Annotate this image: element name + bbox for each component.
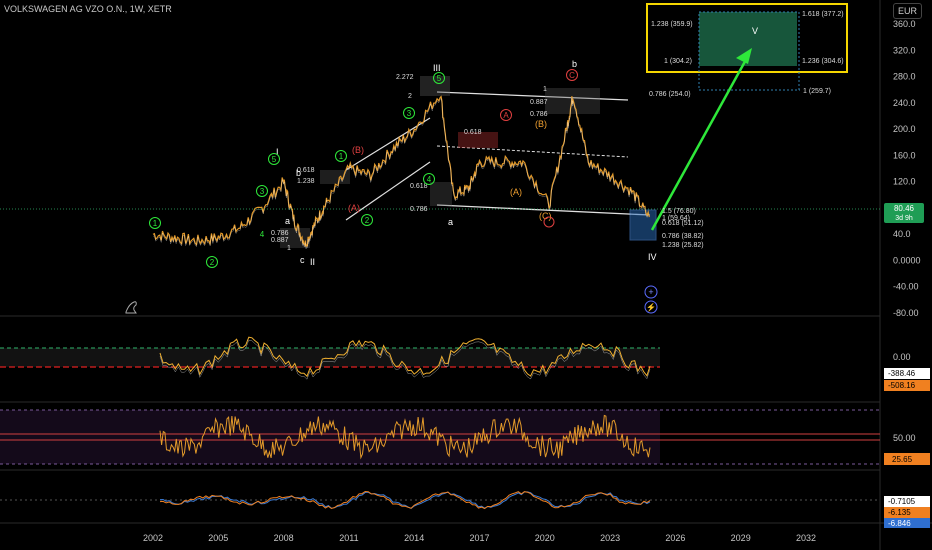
wave-label-g5: 5 — [272, 155, 277, 164]
fib-label-6: 1 (259.7) — [803, 88, 831, 95]
wave-label-v-target: V — [752, 26, 758, 36]
wave-label-ob: (B) — [535, 119, 547, 129]
svg-text:⚡: ⚡ — [646, 302, 656, 312]
wave-label-g2: 2 — [210, 258, 215, 267]
osc-zero: 0.00 — [893, 352, 911, 362]
x-tick-label: 2008 — [274, 533, 294, 543]
wave-label-i: I — [276, 147, 279, 157]
y-tick-label: -40.00 — [893, 282, 919, 292]
y-tick-label: -80.00 — [893, 308, 919, 318]
x-tick-label: 2032 — [796, 533, 816, 543]
y-tick-label: 160.0 — [893, 150, 916, 160]
wave-label-h5: 5 — [437, 74, 442, 83]
fib-label-23: 0.786 (38.82) — [662, 233, 704, 240]
fib-label-10: 0.887 — [530, 99, 548, 106]
x-tick-label: 2023 — [600, 533, 620, 543]
wave-label-h2: 2 — [365, 216, 370, 225]
fib-label-20: 1.5 (76.80) — [662, 208, 696, 215]
fib-label-2: 1 (304.2) — [664, 58, 692, 65]
macd-val-1: -0.7105 — [888, 497, 916, 506]
last-price: 80.46 — [894, 204, 915, 213]
wave-label-b2: b — [572, 59, 577, 69]
fib-label-21: 1 (59.64) — [662, 215, 690, 222]
wave-label-h4: 4 — [427, 175, 432, 184]
fib-label-19: 1 — [287, 245, 291, 252]
fib-label-11: 0.786 — [530, 111, 548, 118]
wave-label-b1: b — [296, 168, 301, 178]
fib-label-13: 1.238 — [297, 178, 315, 185]
fib-label-4: 1.236 (304.6) — [802, 58, 844, 65]
y-tick-label: 360.0 — [893, 19, 916, 29]
x-tick-label: 2026 — [665, 533, 685, 543]
wave-label-oa: (A) — [510, 187, 522, 197]
wave-label-g3: 3 — [260, 187, 265, 196]
fib-label-3: 1.618 (377.2) — [802, 11, 844, 18]
fib-label-7: 2.272 — [396, 74, 414, 81]
countdown: 3d 9h — [895, 215, 913, 222]
fib-label-16: 0.618 — [410, 183, 428, 190]
x-tick-label: 2020 — [535, 533, 555, 543]
x-tick-label: 2029 — [731, 533, 751, 543]
y-tick-label: 280.0 — [893, 72, 916, 82]
y-tick-label: 320.0 — [893, 45, 916, 55]
fib-label-17: 0.786 — [271, 230, 289, 237]
x-tick-label: 2005 — [208, 533, 228, 543]
wave-label-h1: 1 — [339, 152, 344, 161]
y-tick-label: 240.0 — [893, 98, 916, 108]
wave-label-g1: 1 — [153, 219, 158, 228]
fib-label-1: 1.238 (359.9) — [651, 21, 693, 28]
fib-label-12: 0.618 — [464, 129, 482, 136]
macd-val-2: -6.135 — [888, 508, 911, 517]
wave-label-a2: a — [448, 217, 453, 227]
currency-button[interactable]: EUR — [893, 3, 923, 19]
wave-label-rb: (B) — [352, 145, 364, 155]
wave-label-oc: (C) — [539, 211, 552, 221]
wave-label-a1: a — [285, 216, 290, 226]
wave-label-c1: c — [300, 255, 305, 265]
wave-label-ra: (A) — [348, 203, 360, 213]
y-tick-label: 120.0 — [893, 177, 916, 187]
fib-label-18: 0.887 — [271, 237, 289, 244]
dinosaur-icon — [125, 301, 137, 314]
rsi-val: 25.65 — [892, 455, 913, 464]
fib-label-5: 0.786 (254.0) — [649, 91, 691, 98]
wave-label-iv: IV — [648, 252, 657, 262]
wave-label-h3: 3 — [407, 109, 412, 118]
y-tick-label: 40.0 — [893, 229, 911, 239]
x-tick-label: 2011 — [339, 533, 358, 543]
svg-text:+: + — [648, 287, 653, 297]
wave-label-cc: C — [569, 71, 575, 80]
lightning-icon[interactable]: ⚡ — [644, 300, 658, 314]
fib-label-22: 0.618 (51.12) — [662, 220, 704, 227]
wave-label-iii: III — [433, 63, 441, 73]
wave-label-ca: A — [503, 111, 509, 120]
y-tick-label: 0.0000 — [893, 255, 921, 265]
wave-label-ii: II — [310, 257, 315, 267]
macd-val-3: -6.846 — [888, 519, 911, 528]
osc-val-2: -508.16 — [888, 381, 916, 390]
chart-title: VOLKSWAGEN AG VZO O.N., 1W, XETR — [4, 4, 172, 14]
wave-label-g4: 4 — [260, 230, 265, 239]
y-tick-label: 200.0 — [893, 124, 916, 134]
rsi-ref: 50.00 — [893, 433, 916, 443]
x-tick-label: 2002 — [143, 533, 163, 543]
fib-label-14: 0.618 — [297, 167, 315, 174]
osc-val-1: -388.46 — [888, 369, 916, 378]
plus-icon[interactable]: + — [644, 285, 658, 299]
x-tick-label: 2014 — [404, 533, 424, 543]
fib-label-8: 2 — [408, 93, 412, 100]
x-tick-label: 2017 — [469, 533, 489, 543]
fib-label-9: 1 — [543, 86, 547, 93]
fib-label-15: 0.786 — [410, 206, 428, 213]
fib-label-24: 1.238 (25.82) — [662, 242, 704, 249]
